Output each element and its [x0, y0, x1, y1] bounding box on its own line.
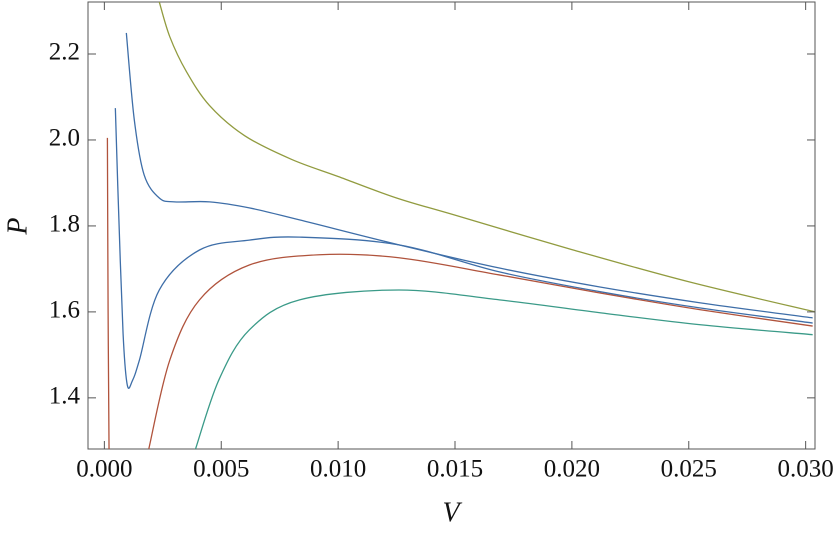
- x-tick-label: 0.030: [778, 456, 834, 483]
- x-tick-label: 0.005: [193, 456, 249, 483]
- y-tick-label: 2.2: [49, 39, 80, 66]
- line-series: [158, 2, 815, 313]
- frame: [87, 1, 816, 450]
- x-tick-label: 0.000: [76, 456, 132, 483]
- y-tick-label: 2.0: [49, 125, 80, 152]
- line-series: [114, 108, 813, 389]
- x-tick-label: 0.025: [661, 456, 717, 483]
- y-tick-label: 1.6: [49, 297, 80, 324]
- x-axis-label: V: [442, 497, 462, 528]
- x-tick-label: 0.015: [427, 456, 483, 483]
- plot-area: [106, 2, 815, 449]
- x-tick-label: 0.010: [310, 456, 366, 483]
- line-series: [194, 289, 813, 449]
- y-axis-label: P: [2, 217, 33, 235]
- y-tick-label: 1.4: [49, 383, 81, 410]
- line-series: [106, 137, 813, 449]
- x-tick-label: 0.020: [544, 456, 600, 483]
- y-tick-label: 1.8: [49, 211, 80, 238]
- line-series: [125, 32, 813, 319]
